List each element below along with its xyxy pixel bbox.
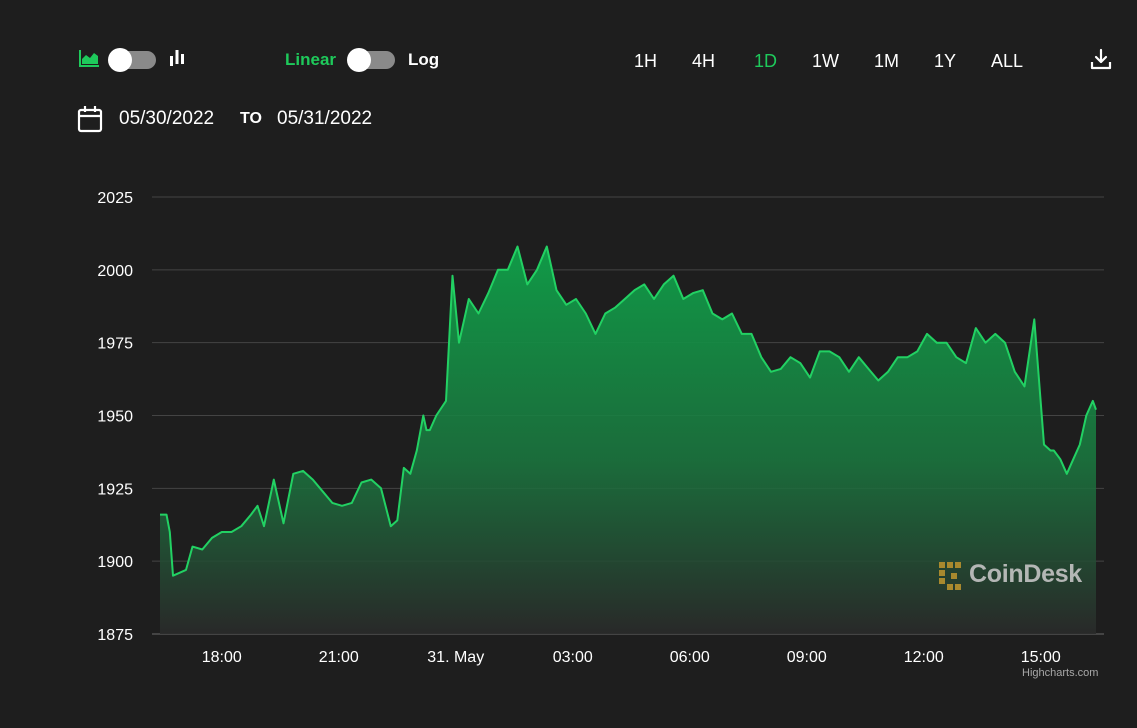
date-range-row: TO [0, 103, 500, 135]
x-tick-label: 15:00 [1021, 649, 1061, 666]
y-tick-label: 2025 [97, 190, 133, 207]
bar-chart-icon[interactable] [168, 48, 186, 68]
calendar-icon[interactable] [77, 105, 103, 133]
x-tick-label: 31. May [427, 649, 484, 666]
range-tab-1d[interactable]: 1D [754, 51, 778, 71]
coindesk-watermark-text: CoinDesk [969, 560, 1082, 588]
x-tick-label: 06:00 [670, 649, 710, 666]
y-tick-label: 1925 [97, 481, 133, 498]
date-to-input[interactable] [277, 107, 385, 131]
x-tick-label: 09:00 [787, 649, 827, 666]
scale-log-label[interactable]: Log [408, 50, 440, 69]
chart-type-toggle[interactable] [108, 48, 156, 72]
x-tick-label: 03:00 [553, 649, 593, 666]
download-icon[interactable] [1089, 47, 1113, 71]
x-tick-label: 12:00 [904, 649, 944, 666]
range-tab-1y[interactable]: 1Y [934, 51, 957, 71]
coindesk-logo-icon [939, 562, 961, 590]
area-chart-icon[interactable] [78, 48, 100, 68]
scale-toggle-knob [347, 48, 371, 72]
price-area-fill [160, 246, 1096, 634]
price-series-line[interactable] [160, 245, 1097, 577]
scale-linear-label[interactable]: Linear [285, 50, 337, 69]
scale-toggle[interactable] [347, 48, 395, 72]
highcharts-credits-link[interactable]: Highcharts.com [1022, 667, 1099, 679]
y-tick-label: 1975 [97, 336, 133, 353]
y-tick-label: 1875 [97, 627, 133, 644]
y-tick-label: 2000 [97, 263, 133, 280]
date-separator: TO [240, 110, 262, 127]
range-tab-all[interactable]: ALL [991, 51, 1024, 71]
date-from-input[interactable] [119, 107, 227, 131]
y-tick-label: 1950 [97, 409, 133, 426]
coindesk-watermark: CoinDesk [937, 558, 1097, 592]
chart-type-toggle-knob [108, 48, 132, 72]
range-tab-1w[interactable]: 1W [812, 51, 839, 71]
x-tick-label: 18:00 [202, 649, 242, 666]
x-tick-label: 21:00 [319, 649, 359, 666]
range-tab-4h[interactable]: 4H [692, 51, 716, 71]
y-tick-label: 1900 [97, 554, 133, 571]
range-tab-1h[interactable]: 1H [634, 51, 658, 71]
range-tab-1m[interactable]: 1M [874, 51, 900, 71]
chart-toolbar: Linear Log 1H 4H 1D 1W 1M 1Y ALL [0, 0, 1137, 90]
